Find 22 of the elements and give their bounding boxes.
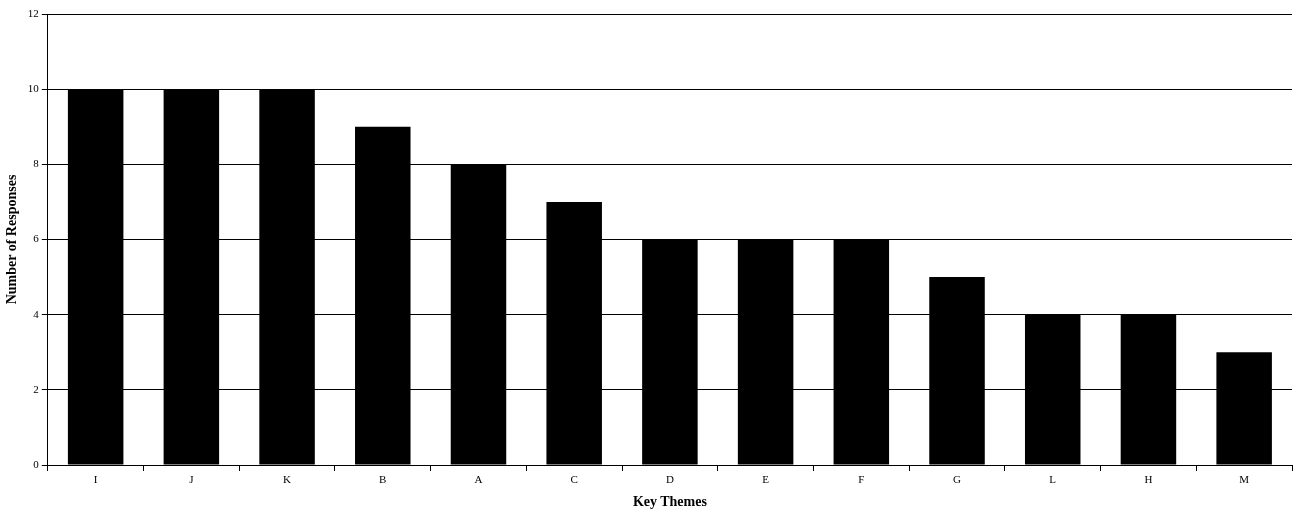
x-tick-label: M <box>1239 473 1250 486</box>
x-axis-title: Key Themes <box>632 494 708 510</box>
x-tick-label: L <box>1049 473 1057 486</box>
x-tick-label: A <box>474 473 483 486</box>
y-tick-label: 4 <box>33 307 40 320</box>
y-tick-label: 10 <box>27 82 40 95</box>
y-axis-title: Number of Responses <box>4 174 20 305</box>
y-tick-label: 6 <box>33 232 40 245</box>
y-tick-label: 0 <box>33 457 40 470</box>
x-tick-label: E <box>762 473 770 486</box>
x-tick-label: K <box>283 473 292 486</box>
x-tick-label: G <box>953 473 962 486</box>
x-tick-label: D <box>665 473 674 486</box>
x-tick-label: H <box>1144 473 1153 486</box>
x-tick-label: C <box>570 473 578 486</box>
y-tick-label: 8 <box>33 157 40 170</box>
y-tick-label: 2 <box>33 382 39 395</box>
x-tick-label: I <box>93 473 98 486</box>
x-tick-label: B <box>379 473 387 486</box>
y-tick-label: 12 <box>27 6 39 19</box>
x-tick-label: J <box>189 473 195 486</box>
x-tick-label: F <box>858 473 865 486</box>
